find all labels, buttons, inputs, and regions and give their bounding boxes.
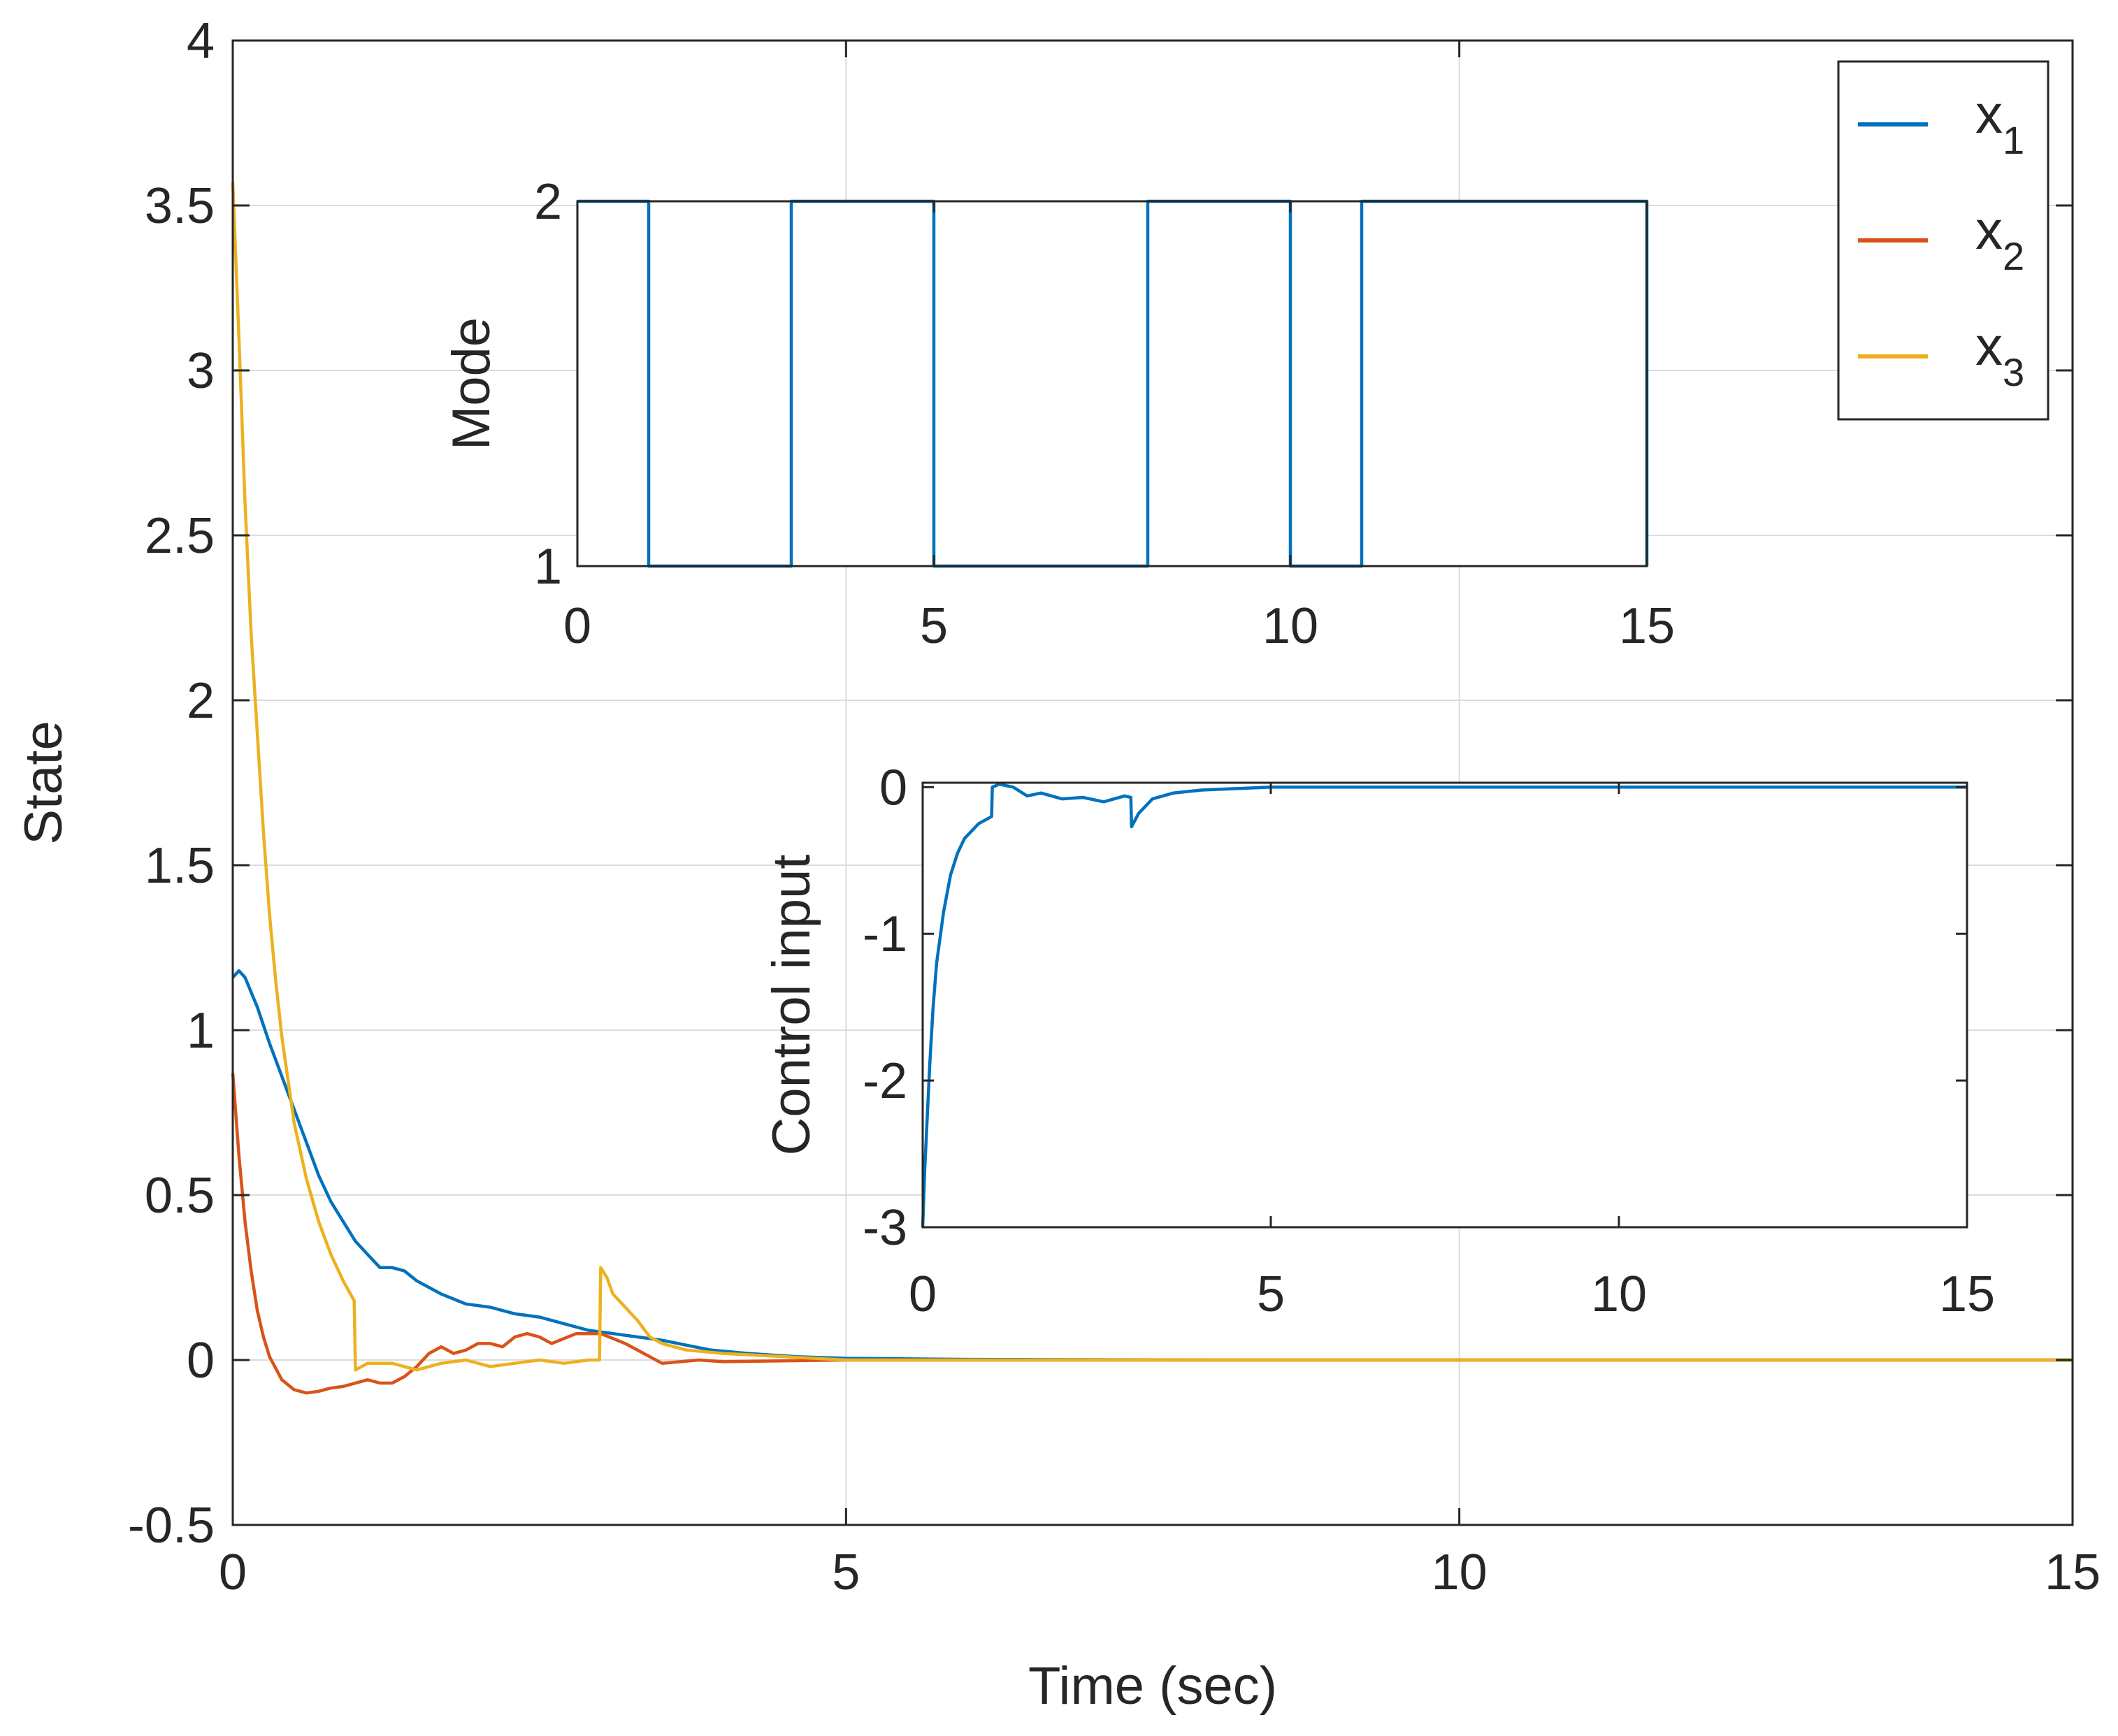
legend-label-x2: x2 (1975, 199, 2024, 278)
mode-plot-area (577, 201, 1647, 566)
main-legend: x1 x2 x3 (1837, 60, 2049, 421)
main-y-tick-label-8: 3.5 (145, 178, 215, 234)
main-plot-frame (231, 39, 2074, 1526)
control-series (921, 782, 1967, 1228)
control-y-tick-label-0: -3 (863, 1200, 907, 1256)
main-y-tick-label-7: 3 (187, 343, 215, 399)
main-x-tick-label-0: 0 (219, 1545, 247, 1600)
mode-y-tick-label-0: 1 (534, 539, 562, 595)
control-x-tick-label-1: 5 (1257, 1266, 1285, 1322)
legend-entry-x3: x3 (1858, 315, 2024, 394)
main-y-tick-label-4: 1.5 (145, 838, 215, 894)
main-ticks (231, 39, 2074, 1526)
control-y-axis-label: Control input (762, 855, 821, 1156)
main-y-tick-label-2: 0.5 (145, 1168, 215, 1224)
control-y-tick-labels: -3 -2 -1 0 (863, 760, 907, 1256)
control-ticks (921, 783, 1968, 1229)
control-plot-frame (921, 781, 1968, 1229)
control-plot-area (923, 783, 1967, 1227)
main-x-axis-label: Time (sec) (1028, 1656, 1277, 1716)
control-series-line-1 (921, 782, 1967, 1228)
main-y-axis-label: State (14, 721, 73, 844)
main-x-tick-label-1: 5 (832, 1545, 860, 1600)
main-y-tick-label-9: 4 (187, 13, 215, 69)
main-x-tick-label-2: 10 (1432, 1545, 1487, 1600)
main-y-tick-label-5: 2 (187, 673, 215, 729)
control-x-tick-label-3: 15 (1939, 1266, 1995, 1322)
main-series-line-3 (231, 182, 2073, 1372)
control-y-tick-label-1: -2 (863, 1053, 907, 1109)
main-x-tick-labels: 0 5 10 15 (219, 1545, 2101, 1600)
mode-x-tick-labels: 0 5 10 15 (563, 598, 1675, 654)
mode-y-tick-label-1: 2 (534, 174, 562, 230)
control-y-tick-label-2: -1 (863, 906, 907, 962)
control-x-tick-labels: 0 5 10 15 (909, 1266, 1995, 1322)
main-y-tick-label-6: 2.5 (145, 508, 215, 564)
control-inset-axes: 0 5 10 15 -3 -2 -1 0 Control input (762, 760, 1995, 1322)
control-x-tick-label-0: 0 (909, 1266, 937, 1322)
mode-x-tick-label-0: 0 (563, 598, 591, 654)
main-y-tick-label-3: 1 (187, 1003, 215, 1059)
control-y-tick-label-3: 0 (879, 760, 907, 816)
mode-x-tick-label-2: 10 (1262, 598, 1318, 654)
main-y-tick-labels: -0.5 0 0.5 1 1.5 2 2.5 3 3.5 4 (128, 13, 215, 1554)
mode-x-tick-label-3: 15 (1619, 598, 1675, 654)
legend-label-x1: x1 (1975, 83, 2024, 162)
legend-entry-x1: x1 (1858, 83, 2024, 162)
main-y-tick-label-1: 0 (187, 1333, 215, 1389)
legend-entry-x2: x2 (1858, 199, 2024, 278)
legend-label-x3: x3 (1975, 315, 2024, 394)
main-series-line-2 (231, 1073, 2073, 1395)
mode-x-tick-label-1: 5 (920, 598, 948, 654)
main-series (231, 182, 2073, 1395)
control-x-tick-label-2: 10 (1591, 1266, 1647, 1322)
mode-ticks (576, 200, 1648, 567)
main-y-tick-label-0: -0.5 (128, 1498, 215, 1554)
main-x-tick-label-3: 15 (2045, 1545, 2101, 1600)
mode-y-tick-labels: 12 (534, 174, 562, 595)
mode-y-axis-label: Mode (442, 317, 501, 450)
mode-plot-frame (576, 200, 1648, 567)
mode-inset-axes: 0 5 10 15 12 Mode (442, 174, 1675, 654)
